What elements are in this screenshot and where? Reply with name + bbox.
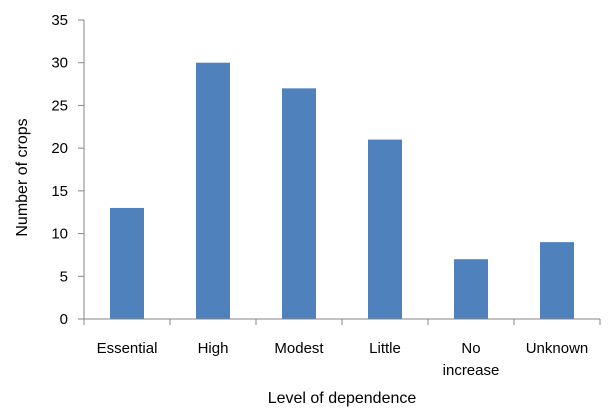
y-tick-label: 15: [51, 183, 68, 200]
x-tick-label: High: [198, 340, 229, 357]
bar-1: [196, 62, 230, 319]
bar-4: [454, 259, 488, 319]
y-tick-label: 5: [60, 268, 68, 285]
x-axis-labels: Essential High Modest Little No increase Unkno…: [97, 340, 589, 379]
x-axis-title: Level of dependence: [268, 390, 417, 407]
y-axis-ticks: 0 5 10 15 20 25 30 35: [51, 12, 601, 328]
x-tick-label: Essential: [97, 340, 158, 357]
y-tick-label: 0: [60, 311, 68, 328]
y-tick-label: 30: [51, 55, 68, 72]
x-tick-label: increase: [443, 362, 500, 379]
bar-5: [540, 242, 574, 319]
y-tick-label: 35: [51, 12, 68, 29]
x-tick-label: Modest: [274, 340, 324, 357]
bar-0: [110, 207, 144, 319]
y-tick-label: 25: [51, 97, 68, 114]
y-axis-title: Number of crops: [14, 118, 31, 236]
x-tick-label: Unknown: [526, 340, 589, 357]
y-tick-label: 20: [51, 140, 68, 157]
x-tick-label: Little: [369, 340, 401, 357]
bar-3: [368, 139, 402, 319]
x-tick-label: No: [461, 340, 480, 357]
y-tick-label: 10: [51, 226, 68, 243]
bars: [110, 62, 574, 319]
bar-2: [282, 88, 316, 319]
